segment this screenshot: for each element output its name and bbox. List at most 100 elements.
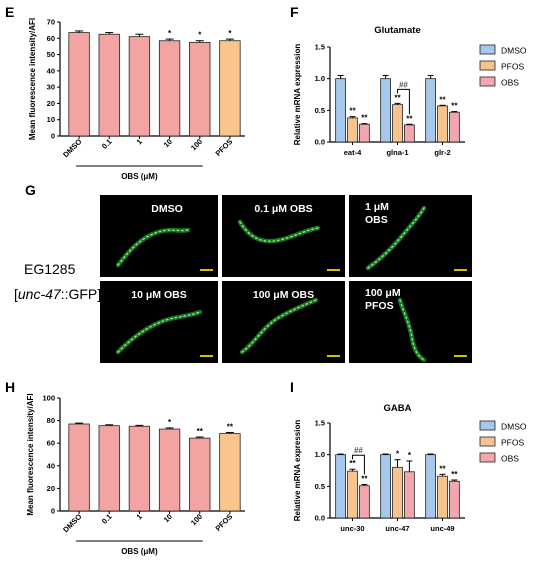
bar (68, 423, 90, 512)
bar (128, 425, 151, 512)
chart-title: GABA (384, 403, 412, 414)
panel-label-e: E (5, 4, 14, 20)
y-tick-label: 0.0 (315, 514, 325, 523)
y-tick-label: 0 (51, 132, 55, 141)
micrograph-label: 1 μM (365, 201, 389, 213)
bar (98, 425, 120, 512)
bar (335, 78, 346, 143)
x-axis-label: OBS (μM) (121, 172, 158, 181)
worm-neurons (239, 221, 319, 242)
significance-mark: ** (451, 102, 458, 111)
y-tick-label: 40 (47, 461, 55, 470)
scale-bar (454, 269, 467, 271)
x-tick-label: 0.1 (100, 137, 114, 151)
x-tick-label: 100 (189, 512, 204, 527)
significance-mark: * (396, 450, 400, 459)
bar (392, 466, 403, 519)
scale-bar (454, 355, 467, 357)
significance-mark: ** (197, 427, 204, 436)
x-tick-label: PFOS (214, 137, 235, 158)
significance-mark: ** (361, 474, 368, 483)
y-tick-label: 20 (47, 99, 55, 108)
bar (219, 433, 241, 512)
legend-swatch (479, 76, 496, 87)
comparison-bracket (352, 454, 365, 475)
significance-mark: ** (349, 459, 356, 468)
bar (219, 40, 241, 137)
significance-mark: * (168, 29, 172, 38)
chart-e-fluorescence: 0 10 20 30 40 50 60 70 DMSO 0.1 1 * 10 * 100 * PFOS OBS (… (28, 18, 245, 181)
y-axis-label: Mean fluorescence intensity/AFI (26, 393, 35, 515)
bar (425, 78, 436, 143)
y-tick-label: 0.5 (315, 482, 325, 491)
y-tick-label: 70 (47, 18, 55, 27)
scale-bar (327, 269, 340, 271)
bar (128, 36, 151, 137)
microscopy-panel: EG1285 [unc-47::GFP] DMSO 0.1 μM OBS 1 μMO… (14, 195, 472, 363)
panel-label-i: I (290, 379, 294, 395)
legend-swatch (479, 60, 496, 71)
worm-neurons (241, 299, 317, 353)
bar (359, 485, 370, 519)
x-tick-label: DMSO (61, 137, 83, 159)
bar (98, 33, 120, 137)
significance-mark: * (198, 31, 202, 40)
legend-label: PFOS (501, 438, 524, 448)
significance-mark: ** (406, 114, 413, 123)
x-tick-label: unc-47 (385, 524, 409, 533)
y-tick-label: 1.0 (315, 74, 325, 83)
bar (404, 124, 415, 143)
panel-label-f: F (290, 4, 299, 20)
y-tick-label: 1.0 (315, 450, 325, 459)
significance-mark: ** (361, 114, 368, 123)
x-tick-label: 1 (135, 137, 144, 146)
significance-mark: ** (349, 107, 356, 116)
bar (437, 475, 448, 519)
legend-label: OBS (501, 454, 519, 464)
bar (437, 105, 448, 143)
legend-swatch (479, 420, 496, 431)
legend-label: DMSO (501, 422, 527, 432)
bar (392, 104, 403, 143)
x-tick-label: glna-1 (386, 148, 408, 157)
worm-neurons (399, 299, 425, 361)
y-axis-label: Relative mRNA expression (293, 44, 302, 146)
bar (359, 123, 370, 143)
bar (380, 78, 391, 143)
bar (425, 454, 436, 519)
x-tick-label: 100 (189, 137, 204, 152)
legend-swatch (479, 44, 496, 55)
strain-label: EG1285 (24, 261, 76, 277)
y-tick-label: 30 (47, 83, 55, 92)
bar (158, 428, 181, 512)
legend-label: PFOS (501, 62, 524, 72)
legend-swatch (479, 436, 496, 447)
significance-mark: ** (439, 464, 446, 473)
significance-mark: ** (227, 422, 234, 431)
y-tick-label: 10 (47, 115, 55, 124)
micrograph-label: 100 μM (365, 287, 401, 299)
chart-title: Glutamate (374, 25, 420, 36)
significance-mark: * (408, 451, 412, 460)
micrograph-label: 0.1 μM OBS (254, 203, 312, 215)
x-tick-label: 10 (162, 137, 174, 149)
y-tick-label: 100 (42, 394, 55, 403)
x-tick-label: 1 (135, 512, 144, 521)
x-tick-label: unc-30 (340, 524, 364, 533)
y-tick-label: 80 (47, 416, 55, 425)
comparison-mark: ## (354, 446, 363, 455)
panel-label-h: H (5, 379, 15, 395)
micrograph-label: 10 μM OBS (131, 289, 186, 301)
y-tick-label: 1.5 (315, 419, 325, 428)
bar (347, 117, 358, 143)
comparison-bracket (397, 88, 410, 115)
bar (335, 454, 346, 519)
significance-mark: ** (439, 95, 446, 104)
bar (380, 454, 391, 519)
genotype-label: [unc-47::GFP] (14, 286, 101, 302)
y-tick-label: 0 (51, 507, 55, 516)
y-tick-label: 50 (47, 50, 55, 59)
scale-bar (200, 355, 213, 357)
bar (347, 470, 358, 519)
